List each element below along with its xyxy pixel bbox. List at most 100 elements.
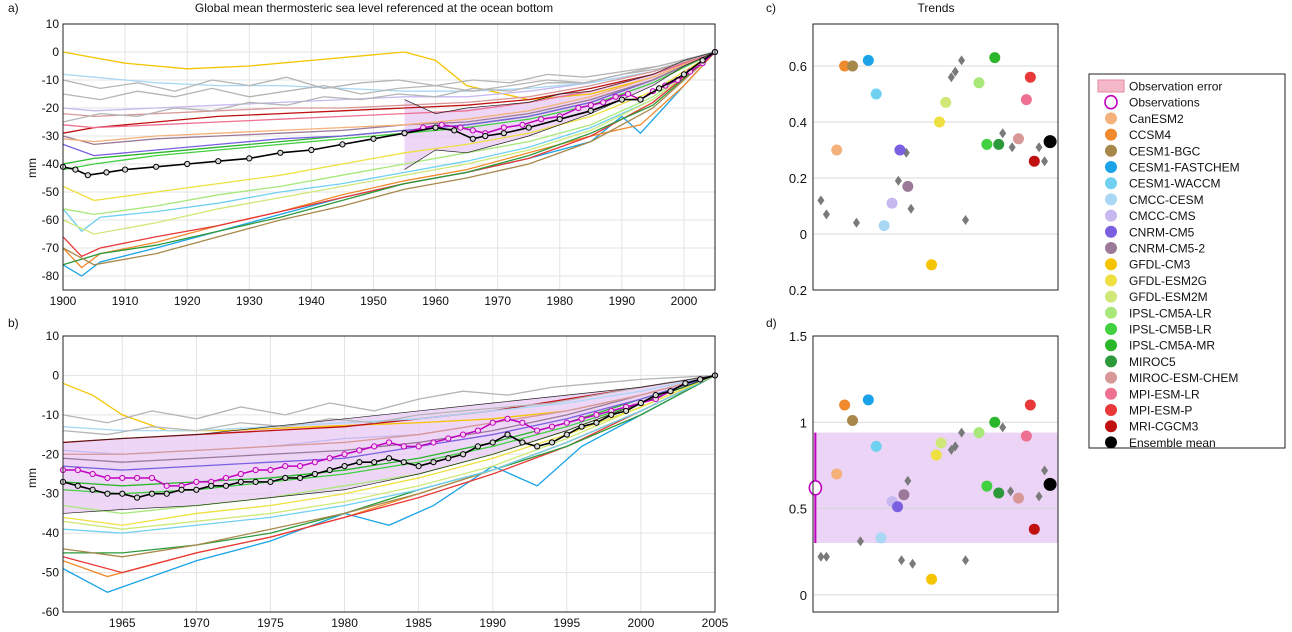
y-tick-label: 1 bbox=[800, 415, 807, 430]
x-tick-label: 1980 bbox=[546, 294, 573, 308]
observations-marker bbox=[459, 431, 467, 438]
x-tick-label: 1950 bbox=[360, 294, 387, 308]
ensemble-mean-marker bbox=[178, 486, 185, 493]
y-tick-label: 0 bbox=[800, 227, 807, 242]
x-tick-label: 1970 bbox=[183, 616, 210, 630]
y-tick-label: -40 bbox=[42, 157, 60, 171]
other-model-diamond bbox=[817, 195, 825, 206]
series-line-ipsl-cm5a-lr bbox=[62, 51, 716, 216]
other-model-diamond bbox=[1008, 142, 1016, 153]
series-line-other-model bbox=[62, 51, 716, 92]
legend-label: IPSL-CM5B-LR bbox=[1129, 323, 1212, 337]
panel-a-letter: a) bbox=[8, 1, 19, 15]
y-tick-label: -30 bbox=[42, 487, 60, 501]
observation-marker bbox=[808, 479, 823, 496]
ensemble-mean-marker bbox=[296, 474, 304, 482]
trend-point-canesm2 bbox=[831, 144, 843, 156]
ensemble-mean-marker bbox=[680, 71, 688, 78]
observations-marker bbox=[222, 474, 230, 482]
observations-marker bbox=[534, 427, 541, 434]
legend-label: IPSL-CM5A-MR bbox=[1129, 339, 1215, 353]
ensemble-mean-marker bbox=[371, 459, 378, 466]
y-tick-label: -80 bbox=[42, 269, 60, 283]
trend-point-ipsl-cm5a-lr bbox=[973, 427, 985, 439]
observations-marker bbox=[575, 104, 582, 112]
observations-marker bbox=[489, 419, 496, 426]
trend-point-gfdl-esm2g bbox=[933, 116, 945, 128]
trend-point-cnrm-cm5 bbox=[892, 501, 904, 513]
ensemble-mean-marker bbox=[282, 474, 289, 482]
panel-c-title: Trends bbox=[918, 1, 955, 15]
x-tick-label: 1970 bbox=[484, 294, 511, 308]
trend-point-cmcc-cesm bbox=[875, 532, 887, 544]
ensemble-mean-marker bbox=[277, 149, 284, 156]
legend-label: CNRM-CM5 bbox=[1129, 225, 1195, 239]
observation-error-upper-line bbox=[62, 375, 716, 443]
ensemble-mean-marker bbox=[148, 490, 156, 497]
observations-marker bbox=[89, 470, 96, 478]
x-tick-label: 2005 bbox=[702, 616, 729, 630]
panel-a-ylabel: mm bbox=[25, 158, 39, 178]
observations-marker bbox=[469, 127, 476, 134]
trend-point-ipsl-cm5a-mr bbox=[989, 416, 1001, 428]
series-line-cesm1-bgc bbox=[62, 51, 716, 266]
trend-point-cesm1-fastchem bbox=[862, 54, 874, 66]
observations-marker bbox=[371, 443, 378, 450]
trend-point-ipsl-cm5a-mr bbox=[989, 52, 1001, 64]
trend-point-gfdl-esm2m bbox=[940, 96, 952, 108]
ensemble-mean-marker bbox=[637, 96, 644, 103]
y-tick-label: 0.5 bbox=[789, 502, 807, 517]
y-tick-label: -10 bbox=[42, 73, 60, 87]
trend-point-miroc5 bbox=[993, 487, 1005, 499]
series-line-cesm1-waccm bbox=[62, 374, 716, 534]
trend-point-gfdl-cm3 bbox=[926, 573, 938, 585]
legend-swatch-dot bbox=[1105, 258, 1117, 271]
y-tick-label: 0 bbox=[52, 368, 59, 382]
ensemble-mean-marker bbox=[469, 135, 476, 142]
other-model-diamond bbox=[999, 422, 1007, 433]
legend-swatch-patch bbox=[1097, 79, 1125, 93]
observations-marker bbox=[587, 102, 594, 109]
legend-swatch-dot bbox=[1105, 112, 1117, 125]
other-model-diamond bbox=[856, 536, 864, 547]
other-model-diamond bbox=[909, 558, 917, 569]
observations-marker bbox=[237, 470, 244, 478]
observation-error-band bbox=[813, 432, 1058, 543]
legend-label: CCSM4 bbox=[1129, 128, 1171, 142]
ensemble-mean-marker bbox=[119, 490, 126, 497]
observations-marker bbox=[548, 423, 556, 430]
trend-point-cesm1-waccm bbox=[870, 88, 882, 100]
ensemble-mean-marker bbox=[451, 127, 458, 134]
series-line-miroc5 bbox=[62, 51, 716, 266]
panel-d: d) 1.5 1 0.5 0 bbox=[766, 316, 1059, 613]
ensemble-mean-marker bbox=[104, 490, 111, 497]
ensemble-mean-marker bbox=[103, 169, 110, 176]
ensemble-mean-marker bbox=[153, 163, 160, 170]
y-tick-label: -70 bbox=[42, 241, 60, 255]
x-tick-label: 1900 bbox=[50, 294, 77, 308]
y-tick-label: -60 bbox=[42, 605, 60, 619]
trend-point-cnrm-cm5-2 bbox=[902, 180, 914, 192]
series-line-gfdl-esm2m bbox=[62, 51, 716, 235]
ensemble-mean-marker bbox=[370, 135, 377, 142]
legend-box bbox=[1088, 73, 1286, 449]
observations-marker bbox=[445, 435, 452, 442]
other-model-diamond bbox=[1041, 156, 1049, 167]
legend-label: CESM1-WACCM bbox=[1129, 177, 1221, 191]
ensemble-mean-marker bbox=[193, 486, 200, 493]
trend-point-ipsl-cm5a-lr bbox=[973, 77, 985, 89]
trend-point-ipsl-cm5b-lr bbox=[981, 480, 993, 492]
legend-swatch-dot bbox=[1105, 225, 1117, 238]
ensemble-mean-marker bbox=[618, 96, 625, 103]
observations-marker bbox=[133, 474, 141, 482]
observations-marker bbox=[385, 439, 393, 446]
trend-point-canesm2 bbox=[831, 468, 843, 480]
observations-marker bbox=[504, 415, 511, 422]
plot-frame bbox=[812, 335, 1059, 613]
observations-line bbox=[404, 51, 716, 134]
ensemble-mean-marker bbox=[246, 155, 253, 162]
observations-marker bbox=[578, 415, 585, 422]
legend-label: CESM1-BGC bbox=[1129, 144, 1201, 158]
legend-label: CMCC-CMS bbox=[1129, 209, 1196, 223]
